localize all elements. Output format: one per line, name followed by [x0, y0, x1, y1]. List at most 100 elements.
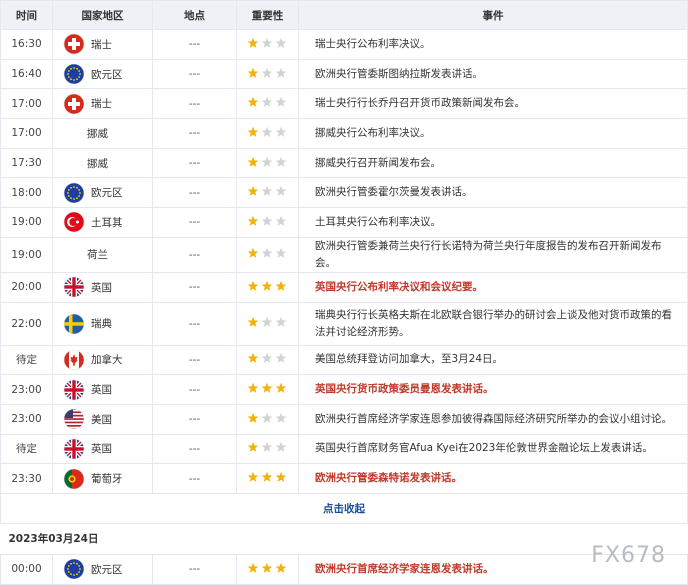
star	[261, 248, 272, 259]
event: 瑞典央行行长英格夫斯在北欧联合银行举办的研讨会上谈及他对货币政策的看法并讨论经济…	[298, 301, 688, 346]
star	[275, 248, 286, 259]
importance-stars	[247, 382, 286, 393]
country: 挪威	[52, 147, 153, 179]
star	[247, 280, 258, 291]
importance-stars	[247, 471, 286, 482]
importance-stars	[247, 156, 286, 167]
importance-stars	[247, 442, 286, 453]
star	[261, 185, 272, 197]
star	[275, 412, 286, 423]
importance-stars	[247, 67, 286, 78]
event: 美国总统拜登访问加拿大，至3月24日。	[298, 344, 688, 376]
star	[247, 156, 258, 167]
time: 16:40	[0, 58, 53, 90]
country: 瑞士	[52, 88, 153, 120]
star	[261, 156, 272, 167]
star	[247, 185, 258, 197]
event-row: 17:00 瑞士 --- 瑞士央行行长乔丹召开货币政策新闻发布会。	[0, 88, 688, 120]
importance	[236, 553, 299, 585]
event-row: 17:30 挪威 --- 挪威央行召开新闻发布会。	[0, 147, 688, 179]
event-row: 22:00 瑞典 --- 瑞典央行行长英格夫斯在北欧联合银行举办的研讨会上谈及他对货币…	[0, 301, 688, 346]
star	[275, 126, 286, 137]
country: 欧元区	[52, 177, 153, 209]
watermark: FX678	[591, 543, 666, 568]
country: 挪威	[52, 118, 153, 149]
importance	[236, 301, 299, 346]
time: 17:30	[0, 147, 53, 179]
event: 欧洲央行首席经济学家连恩参加彼得森国际经济研究所举办的会议小组讨论。	[298, 403, 688, 435]
star	[261, 442, 272, 453]
star	[261, 96, 272, 108]
star	[275, 185, 286, 197]
event: 瑞士央行公布利率决议。	[298, 29, 688, 60]
event-row: 18:00 欧元区 --- 欧洲央行管委霍尔茨曼发表讲话。	[0, 177, 688, 209]
star	[275, 215, 286, 226]
event-row: 17:00 挪威 --- 挪威央行公布利率决议。	[0, 118, 688, 149]
flag	[63, 558, 85, 580]
flag	[63, 468, 85, 489]
event: 英国央行货币政策委员曼恩发表讲话。	[298, 374, 688, 405]
time: 22:00	[0, 301, 53, 346]
star	[261, 67, 272, 78]
importance-stars	[247, 280, 286, 291]
star	[247, 316, 258, 327]
date: 2023年03月24日	[0, 522, 688, 555]
star	[247, 382, 258, 393]
star	[247, 412, 258, 423]
event-row: 23:00 美国 --- 欧洲央行首席经济学家连恩参加彼得森国际经济研究所举办的会议小…	[0, 403, 688, 435]
time: 23:00	[0, 374, 53, 405]
collapse-link[interactable]: 点击收起	[0, 492, 688, 524]
event-row: 16:30 瑞士 --- 瑞士央行公布利率决议。	[0, 29, 688, 60]
star	[247, 353, 258, 364]
country-name: 葡萄牙	[91, 473, 123, 486]
star	[261, 471, 272, 482]
importance-stars	[247, 126, 286, 137]
event: 欧洲央行管委斯图纳拉斯发表讲话。	[298, 58, 688, 90]
flag	[63, 379, 85, 400]
country-name: 瑞士	[91, 98, 112, 111]
star	[261, 382, 272, 393]
country-name: 挪威	[87, 157, 108, 170]
star	[247, 37, 258, 48]
country-name: 英国	[91, 384, 112, 397]
country-name: 荷兰	[87, 249, 108, 262]
column-header: 重要性	[236, 0, 299, 30]
time: 17:00	[0, 118, 53, 149]
time: 20:00	[0, 271, 53, 303]
importance-stars	[247, 248, 286, 259]
country-name: 欧元区	[91, 563, 123, 576]
country-name: 土耳其	[91, 216, 123, 229]
country: 美国	[52, 403, 153, 435]
time: 23:30	[0, 463, 53, 494]
location: ---	[152, 236, 237, 273]
star	[247, 126, 258, 137]
importance	[236, 88, 299, 120]
location: ---	[152, 207, 237, 238]
star	[261, 215, 272, 226]
importance	[236, 118, 299, 149]
importance	[236, 463, 299, 494]
star	[275, 471, 286, 482]
star	[275, 280, 286, 291]
importance	[236, 344, 299, 376]
time: 19:00	[0, 236, 53, 273]
event-row: 16:40 欧元区 --- 欧洲央行管委斯图纳拉斯发表讲话。	[0, 58, 688, 90]
importance-stars	[247, 96, 286, 108]
event: 欧洲央行管委兼荷兰央行行长诺特为荷兰央行年度报告的发布召开新闻发布会。	[298, 236, 688, 273]
location: ---	[152, 88, 237, 120]
event: 英国央行公布利率决议和会议纪要。	[298, 271, 688, 303]
star	[275, 67, 286, 78]
star	[275, 562, 286, 573]
location: ---	[152, 463, 237, 494]
star	[275, 156, 286, 167]
importance	[236, 58, 299, 90]
location: ---	[152, 58, 237, 90]
country: 土耳其	[52, 207, 153, 238]
country-name: 英国	[91, 443, 112, 456]
location: ---	[152, 374, 237, 405]
country: 欧元区	[52, 58, 153, 90]
event-row: 19:00 荷兰 --- 欧洲央行管委兼荷兰央行行长诺特为荷兰央行年度报告的发布召开新…	[0, 236, 688, 273]
event: 欧洲央行管委霍尔茨曼发表讲话。	[298, 177, 688, 209]
event-row: 23:30 葡萄牙 --- 欧洲央行管委森特诺发表讲话。	[0, 463, 688, 494]
